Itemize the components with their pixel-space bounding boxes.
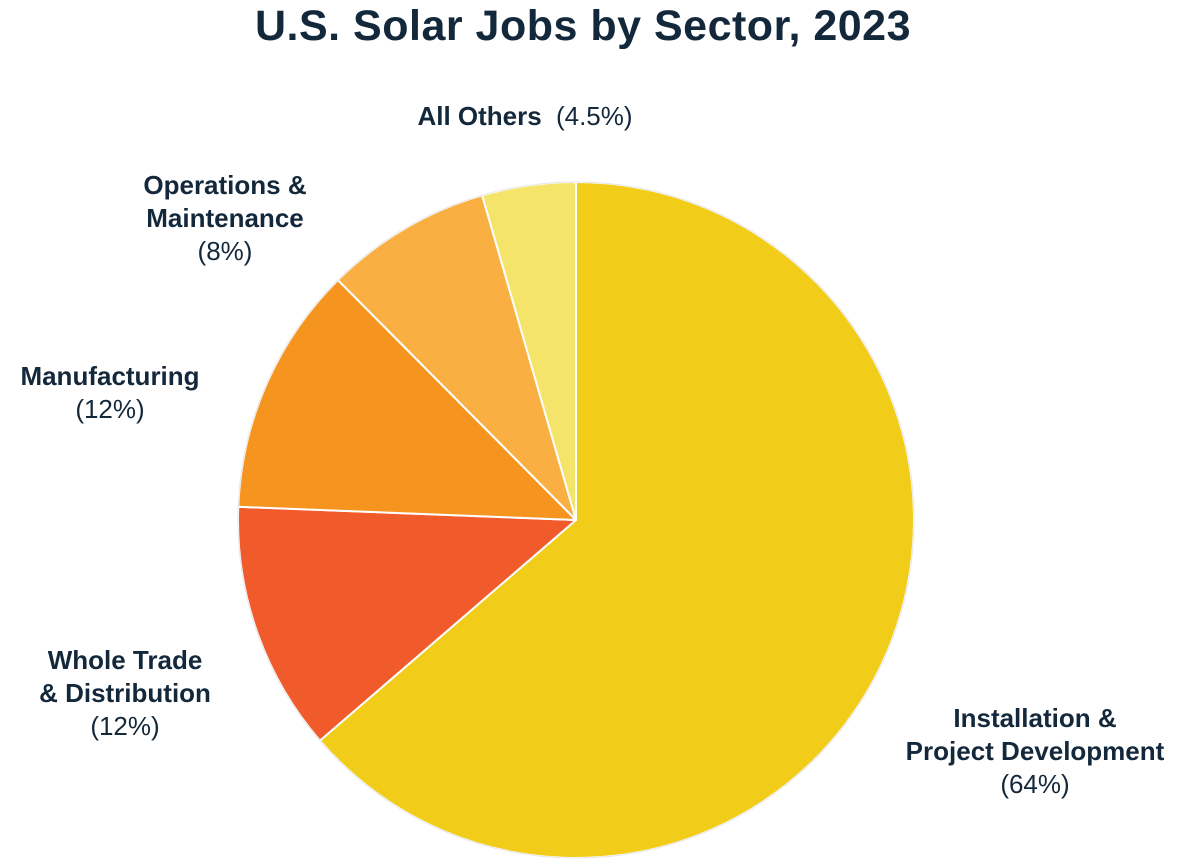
pie-outline bbox=[237, 181, 915, 859]
slice-label-whole-trade-value: (12%) bbox=[90, 711, 160, 741]
slice-label-all-others: All Others (4.5%) bbox=[380, 100, 670, 133]
slice-label-all-others-value: (4.5%) bbox=[555, 101, 633, 131]
slice-label-manufacturing-value: (12%) bbox=[75, 394, 145, 424]
slice-label-operations-line-2: Maintenance bbox=[146, 203, 304, 233]
slice-label-whole-trade-line-2: & Distribution bbox=[39, 678, 211, 708]
slice-label-installation-line-1: Installation & bbox=[953, 703, 1117, 733]
slice-label-all-others-line-1: All Others bbox=[417, 101, 542, 131]
slice-label-whole-trade: Whole Trade & Distribution (12%) bbox=[10, 644, 240, 743]
slice-label-whole-trade-line-1: Whole Trade bbox=[47, 645, 203, 675]
slice-label-installation: Installation & Project Development (64%) bbox=[870, 702, 1200, 801]
slice-label-installation-value: (64%) bbox=[1000, 769, 1070, 799]
slice-label-operations-line-1: Operations & bbox=[143, 170, 307, 200]
slice-label-operations: Operations & Maintenance (8%) bbox=[110, 169, 340, 268]
chart-title: U.S. Solar Jobs by Sector, 2023 bbox=[254, 2, 911, 50]
slice-label-manufacturing-line-1: Manufacturing bbox=[20, 361, 200, 391]
slice-label-operations-value: (8%) bbox=[197, 236, 253, 266]
slice-label-manufacturing: Manufacturing (12%) bbox=[0, 360, 220, 426]
slice-label-installation-line-2: Project Development bbox=[905, 736, 1165, 766]
